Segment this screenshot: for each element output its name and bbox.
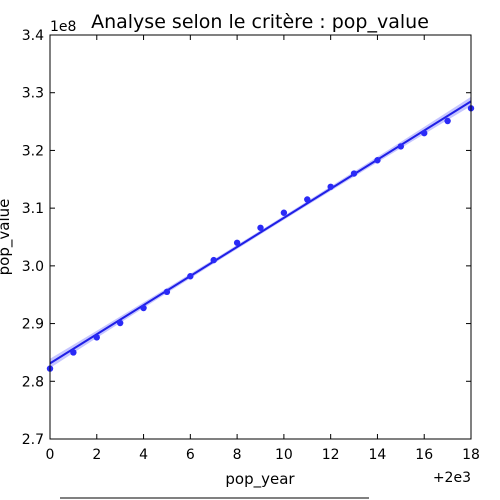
y-tick-label: 2.7 [22,432,44,448]
data-point [280,209,288,216]
data-point [374,157,381,164]
x-tick-label: 10 [275,447,293,463]
y-tick-label: 3.1 [22,201,44,217]
data-point [257,224,264,231]
x-tick-label: 4 [139,447,148,463]
y-tick-label: 3.4 [22,28,44,44]
data-point [421,129,428,137]
y-tick-label: 2.9 [22,317,44,333]
x-tick-label: 6 [186,447,195,463]
x-axis-title: pop_year [225,470,295,489]
regression-line [49,100,472,365]
data-point [140,304,147,312]
x-tick-label: 18 [462,447,480,463]
x-tick-label: 2 [92,447,101,463]
y-offset-label: 1e8 [50,19,76,35]
data-point [163,288,171,296]
y-axis-title: pop_value [0,199,14,276]
data-points-layer [46,105,475,372]
data-point [187,273,194,280]
data-point [210,256,217,264]
chart-title: Analyse selon le critère : pop_value [91,11,429,33]
x-tick-label: 8 [233,447,242,463]
data-point [327,183,334,190]
y-tick-label: 3.0 [22,259,44,275]
x-axis: 0 2 4 6 8 10 12 14 16 18 [46,35,480,463]
y-axis: 2.7 2.8 2.9 3.0 3.1 3.2 3.3 3.4 [22,28,471,448]
regression-line-layer [49,100,472,365]
data-point [116,319,124,327]
x-tick-label: 14 [369,447,387,463]
data-point [304,196,311,203]
x-tick-label: 0 [46,447,55,463]
data-point [444,117,451,125]
plot-frame [49,34,472,440]
x-offset-label: +2e3 [433,470,471,486]
data-point [397,143,405,150]
y-tick-label: 3.2 [22,143,44,159]
y-tick-label: 3.3 [22,86,44,102]
y-tick-label: 2.8 [22,374,44,390]
x-tick-label: 16 [415,447,433,463]
x-tick-label: 12 [322,447,340,463]
data-point [350,170,358,177]
data-point [233,239,241,246]
data-point [93,334,100,341]
data-point [70,349,77,356]
